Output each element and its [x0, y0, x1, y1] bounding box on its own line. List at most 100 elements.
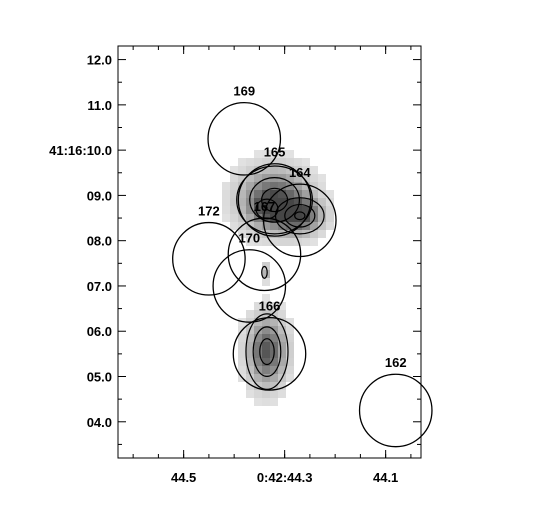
- aperture-label: 167: [254, 199, 276, 214]
- image-pixel: [294, 198, 302, 206]
- y-tick-label: 05.0: [87, 370, 112, 385]
- image-pixel: [254, 166, 262, 174]
- image-pixel: [262, 238, 270, 246]
- image-pixel: [262, 166, 270, 174]
- image-pixel: [278, 390, 286, 398]
- image-pixel: [286, 326, 294, 334]
- image-pixel: [262, 190, 270, 198]
- image-pixel: [286, 158, 294, 166]
- image-pixel: [254, 198, 262, 206]
- image-pixel: [286, 230, 294, 238]
- image-pixel: [326, 214, 334, 222]
- y-tick-label: 09.0: [87, 188, 112, 203]
- greyscale-image: [222, 150, 334, 406]
- image-pixel: [294, 206, 302, 214]
- contour-layer: [236, 165, 325, 390]
- image-pixel: [254, 358, 262, 366]
- image-pixel: [238, 230, 246, 238]
- image-pixel: [254, 150, 262, 158]
- image-pixel: [238, 198, 246, 206]
- image-pixel: [278, 310, 286, 318]
- image-pixel: [270, 334, 278, 342]
- aperture-circle: [358, 373, 433, 448]
- image-pixel: [278, 222, 286, 230]
- contour-line: [255, 198, 279, 220]
- image-pixel: [262, 262, 270, 270]
- aperture-circle: [212, 249, 287, 323]
- image-pixel: [246, 166, 254, 174]
- image-pixel: [238, 166, 246, 174]
- image-pixel: [254, 230, 262, 238]
- image-pixel: [262, 350, 270, 358]
- image-pixel: [262, 150, 270, 158]
- image-pixel: [270, 222, 278, 230]
- image-pixel: [310, 230, 318, 238]
- image-pixel: [294, 174, 302, 182]
- aperture-label: 164: [289, 165, 311, 180]
- x-tick-label: 44.5: [171, 470, 196, 485]
- image-pixel: [246, 350, 254, 358]
- image-pixel: [270, 150, 278, 158]
- image-pixel: [294, 214, 302, 222]
- aperture-circle: [237, 163, 312, 237]
- image-pixel: [246, 310, 254, 318]
- image-pixel: [278, 230, 286, 238]
- image-pixel: [254, 334, 262, 342]
- image-pixel: [286, 166, 294, 174]
- image-pixel: [254, 350, 262, 358]
- aperture-label: 162: [385, 355, 407, 370]
- image-pixel: [254, 310, 262, 318]
- image-pixel: [286, 238, 294, 246]
- image-pixel: [294, 182, 302, 190]
- image-pixel: [246, 206, 254, 214]
- image-pixel: [238, 342, 246, 350]
- image-pixel: [302, 198, 310, 206]
- image-pixel: [238, 190, 246, 198]
- image-pixel: [246, 174, 254, 182]
- image-pixel: [246, 366, 254, 374]
- y-tick-label: 41:16:10.0: [49, 143, 112, 158]
- image-pixel: [262, 174, 270, 182]
- image-pixel: [230, 214, 238, 222]
- image-pixel: [230, 206, 238, 214]
- image-pixel: [270, 358, 278, 366]
- image-pixel: [254, 190, 262, 198]
- image-pixel: [286, 358, 294, 366]
- image-pixel: [270, 158, 278, 166]
- image-pixel: [278, 350, 286, 358]
- image-pixel: [270, 398, 278, 406]
- image-pixel: [246, 214, 254, 222]
- image-pixel: [278, 198, 286, 206]
- image-pixel: [286, 174, 294, 182]
- image-pixel: [238, 358, 246, 366]
- image-pixel: [302, 206, 310, 214]
- image-pixel: [318, 230, 326, 238]
- image-pixel: [294, 166, 302, 174]
- image-pixel: [270, 390, 278, 398]
- image-pixel: [286, 318, 294, 326]
- image-pixel: [310, 198, 318, 206]
- image-pixel: [270, 310, 278, 318]
- image-pixel: [310, 238, 318, 246]
- image-pixel: [326, 222, 334, 230]
- image-pixel: [270, 302, 278, 310]
- image-pixel: [262, 366, 270, 374]
- image-pixel: [238, 174, 246, 182]
- image-pixel: [278, 182, 286, 190]
- image-pixel: [278, 190, 286, 198]
- image-pixel: [254, 222, 262, 230]
- image-pixel: [326, 190, 334, 198]
- image-pixel: [270, 182, 278, 190]
- image-pixel: [262, 206, 270, 214]
- image-pixel: [278, 238, 286, 246]
- image-pixel: [230, 174, 238, 182]
- image-pixel: [254, 374, 262, 382]
- axis-ticks: 44.5 0:42:44.3 44.1 04.0 05.0 06.0 07.0 08.0 09.…: [49, 46, 421, 485]
- y-tick-label: 08.0: [87, 234, 112, 249]
- image-pixel: [294, 158, 302, 166]
- image-pixel: [262, 158, 270, 166]
- image-pixel: [254, 182, 262, 190]
- image-pixel: [278, 158, 286, 166]
- aperture-circle: [262, 183, 337, 258]
- image-pixel: [262, 398, 270, 406]
